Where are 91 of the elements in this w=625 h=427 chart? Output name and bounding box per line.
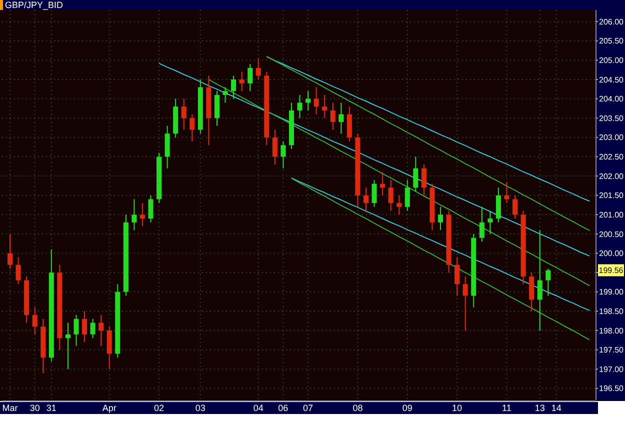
candlestick	[16, 256, 21, 285]
y-tick-label: 205.00	[599, 56, 624, 65]
y-tick-label: 202.00	[599, 172, 624, 181]
candlestick	[231, 75, 236, 100]
candlestick	[248, 64, 253, 92]
line-series	[266, 56, 590, 231]
candlestick	[65, 322, 70, 370]
candlestick	[181, 98, 186, 130]
y-tick-label: 196.50	[599, 384, 624, 394]
x-tick-label: 31	[46, 403, 56, 413]
candlestick	[314, 86, 319, 115]
candlestick	[214, 90, 220, 126]
candlestick	[272, 129, 278, 165]
x-tick-label: 03	[195, 403, 206, 413]
y-tick-label: 198.50	[599, 306, 624, 316]
y-tick-label: 205.50	[599, 36, 624, 46]
x-tick-label: 13	[534, 403, 545, 413]
y-tick-label: 202.50	[599, 152, 624, 162]
x-tick-label: 04	[253, 403, 264, 413]
candlestick	[190, 114, 195, 142]
candlestick	[90, 318, 96, 339]
candlestick	[297, 94, 302, 119]
candlestick	[306, 90, 311, 111]
y-tick-label: 204.00	[599, 94, 624, 104]
candlestick	[488, 210, 493, 234]
candlestick	[454, 256, 460, 296]
candlestick	[98, 314, 104, 346]
x-tick-label: Apr	[102, 403, 116, 413]
candlestick	[546, 268, 551, 296]
chart-title: GBP/JPY_BID	[5, 0, 64, 10]
candlestick	[537, 230, 542, 331]
candlestick	[132, 198, 137, 231]
candlestick	[74, 314, 79, 346]
candlestick	[529, 272, 534, 312]
y-tick-label: 200.50	[599, 230, 624, 239]
candlestick	[388, 179, 394, 212]
line-series	[208, 79, 590, 286]
candlestick	[363, 187, 368, 212]
x-tick-label: 10	[452, 403, 462, 413]
candlestick	[404, 179, 410, 212]
candlestick	[421, 164, 426, 196]
line-series	[290, 178, 590, 340]
y-tick-label: 201.50	[599, 191, 624, 200]
y-tick-label: 203.50	[599, 114, 624, 123]
y-tick-label: 200.00	[599, 249, 624, 258]
candlestick	[222, 86, 228, 104]
candlestick	[396, 194, 402, 216]
candlestick	[330, 102, 336, 130]
x-tick-label: 11	[502, 403, 512, 413]
y-tick-label: 204.50	[599, 75, 624, 84]
x-tick-label: 14	[551, 403, 562, 413]
text: 199.56	[598, 266, 624, 276]
candlestick	[380, 172, 386, 196]
candlestick	[140, 202, 145, 227]
y-tick-label: 201.00	[599, 210, 624, 220]
x-tick-label: 02	[154, 403, 164, 413]
candlestick	[239, 71, 244, 92]
x-tick-label: 08	[352, 403, 363, 413]
candlestick	[413, 156, 418, 192]
candlestick	[338, 102, 344, 134]
candlestick	[256, 58, 261, 80]
candlestick	[346, 106, 352, 142]
line-series	[266, 56, 590, 202]
y-tick-label: 203.00	[599, 133, 624, 142]
candlestick	[82, 310, 88, 343]
candlestick	[106, 326, 112, 370]
candlestick	[32, 306, 38, 335]
x-tick-label: 09	[402, 403, 412, 413]
line-series	[158, 62, 590, 256]
y-tick-label: 206.00	[599, 17, 624, 26]
candlestick	[479, 206, 484, 242]
candlestick	[8, 233, 12, 270]
candlestick	[280, 140, 286, 169]
line-series	[290, 177, 590, 311]
y-tick-label: 197.50	[599, 346, 624, 355]
candlestick	[372, 179, 377, 208]
candlestick	[164, 125, 170, 169]
candlestick	[504, 181, 510, 204]
candlestick	[148, 194, 154, 223]
candlestick	[438, 206, 443, 231]
y-tick-label: 199.00	[599, 288, 624, 297]
y-tick-label: 197.00	[599, 364, 624, 374]
x-tick-label: 30	[30, 403, 40, 413]
candlestick	[462, 276, 468, 331]
candlestick	[512, 194, 518, 220]
candlestick	[496, 187, 501, 223]
candlestick	[322, 94, 328, 119]
x-tick-label: 07	[303, 403, 314, 413]
y-tick-label: 198.00	[599, 326, 624, 336]
x-tick-label: Mar	[2, 403, 18, 413]
x-tick-label: 06	[278, 403, 288, 413]
